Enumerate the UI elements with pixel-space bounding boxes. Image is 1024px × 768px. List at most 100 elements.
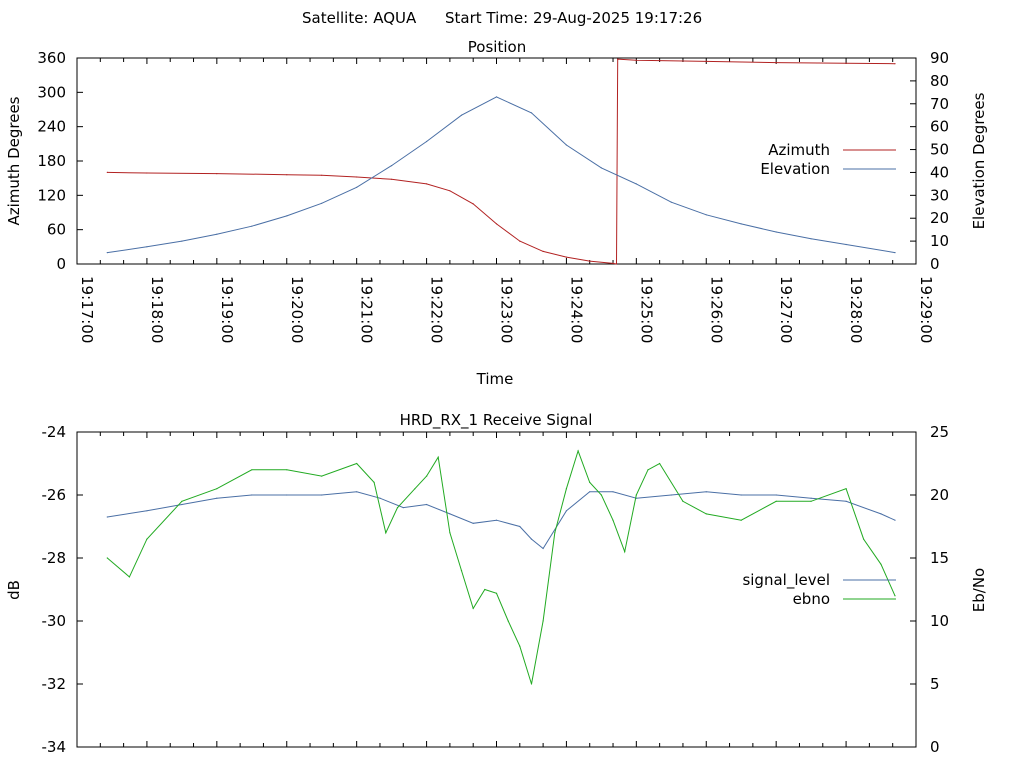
x-tick-label: 19:25:00 — [637, 276, 655, 343]
data-point-ebno — [589, 481, 591, 483]
position-y2label: Elevation Degrees — [970, 92, 988, 229]
y2-tick-label: 0 — [930, 738, 940, 756]
signal-y2label: Eb/No — [970, 568, 988, 612]
data-point-Azimuth — [615, 263, 618, 265]
data-point-Elevation — [705, 214, 707, 216]
y-tick-label: 360 — [37, 49, 66, 67]
data-point-Azimuth — [612, 262, 614, 264]
y2-tick-label: 30 — [930, 186, 949, 204]
data-point-Elevation — [391, 165, 393, 167]
data-point-signal_level — [472, 522, 474, 524]
data-point-signal_level — [775, 494, 777, 496]
data-point-Elevation — [740, 223, 742, 225]
data-point-Elevation — [530, 112, 533, 114]
y2-tick-label: 20 — [930, 209, 949, 227]
data-point-ebno — [414, 488, 416, 490]
data-point-signal_level — [542, 547, 544, 550]
data-point-Elevation — [495, 96, 498, 98]
data-point-Elevation — [845, 243, 847, 246]
data-point-ebno — [385, 532, 387, 534]
series-line-signal_level — [107, 491, 896, 550]
data-point-ebno — [460, 570, 463, 572]
data-point-ebno — [600, 494, 603, 496]
data-point-ebno — [894, 595, 896, 597]
y-tick-label: 0 — [56, 255, 66, 273]
y-tick-label: -26 — [42, 486, 67, 504]
legend-label-signal_level: signal_level — [742, 571, 830, 590]
y2-tick-label: 60 — [930, 118, 949, 136]
signal-ylabel: dB — [5, 580, 23, 600]
y-tick-label: -24 — [42, 423, 67, 441]
data-point-Azimuth — [542, 250, 544, 252]
data-point-ebno — [880, 563, 882, 565]
data-point-ebno — [542, 620, 544, 622]
legend-label-Elevation: Elevation — [760, 160, 830, 178]
data-point-Azimuth — [635, 59, 637, 61]
data-point-ebno — [863, 538, 865, 540]
data-point-Elevation — [251, 225, 253, 227]
x-tick-label: 19:27:00 — [777, 276, 795, 343]
data-point-signal_level — [321, 494, 323, 496]
data-point-Azimuth — [617, 58, 619, 60]
start-time-label: Start Time: 29-Aug-2025 19:17:26 — [445, 9, 702, 27]
position-xlabel: Time — [476, 370, 514, 388]
position-chart: Position 0 60 120 180 240 300 360 0 10 20 30 40 50 60… — [5, 38, 988, 388]
data-point-ebno — [775, 500, 777, 502]
x-tick-label: 19:21:00 — [358, 276, 376, 343]
data-point-Azimuth — [356, 176, 358, 178]
data-point-ebno — [181, 500, 183, 502]
data-point-ebno — [565, 488, 568, 490]
y2-tick-label: 20 — [930, 486, 949, 504]
data-point-signal_level — [146, 510, 148, 512]
data-point-signal_level — [495, 519, 498, 521]
data-point-Azimuth — [565, 256, 568, 258]
data-point-ebno — [286, 469, 288, 471]
data-point-Azimuth — [426, 183, 428, 185]
position-ticks: 0 60 120 180 240 300 360 0 10 20 30 40 50 60 70 80 90 19:… — [37, 49, 949, 343]
data-point-Elevation — [635, 183, 637, 185]
x-tick-label: 19:26:00 — [707, 276, 725, 343]
y2-tick-label: 80 — [930, 72, 949, 90]
data-point-ebno — [356, 462, 358, 465]
signal-plot-frame — [76, 431, 917, 748]
data-point-ebno — [146, 538, 148, 540]
data-point-signal_level — [845, 500, 847, 502]
y-tick-label: 60 — [47, 221, 66, 239]
data-point-ebno — [647, 469, 649, 471]
y2-tick-label: 10 — [930, 232, 949, 250]
data-point-Elevation — [460, 114, 463, 116]
data-point-ebno — [577, 450, 579, 452]
y-tick-label: -30 — [42, 612, 67, 630]
data-point-Elevation — [426, 140, 428, 143]
position-ylabel: Azimuth Degrees — [5, 96, 23, 225]
data-point-ebno — [321, 475, 323, 477]
satellite-label: Satellite: AQUA — [302, 9, 417, 27]
signal-chart-title: HRD_RX_1 Receive Signal — [400, 411, 593, 430]
data-point-ebno — [106, 557, 108, 559]
legend-label-Azimuth: Azimuth — [768, 141, 830, 159]
data-point-ebno — [472, 607, 474, 610]
data-point-ebno — [810, 500, 812, 502]
signal-chart: HRD_RX_1 Receive Signal -34-32-30-28-26-… — [5, 411, 988, 756]
data-point-Elevation — [810, 238, 812, 240]
data-point-ebno — [128, 576, 130, 578]
data-point-Azimuth — [391, 178, 393, 180]
data-point-signal_level — [810, 497, 812, 499]
y-tick-label: 180 — [37, 152, 66, 170]
data-point-Elevation — [565, 144, 568, 146]
data-point-signal_level — [589, 491, 591, 493]
data-point-ebno — [682, 500, 684, 502]
data-point-Azimuth — [146, 172, 148, 174]
y-tick-label: -34 — [42, 738, 67, 756]
data-point-ebno — [530, 683, 533, 685]
data-point-signal_level — [740, 494, 742, 496]
data-point-Elevation — [775, 231, 777, 233]
x-tick-label: 19:24:00 — [567, 276, 585, 343]
data-point-ebno — [484, 588, 486, 591]
data-point-Azimuth — [449, 190, 451, 192]
data-point-Azimuth — [589, 260, 591, 262]
data-point-Elevation — [181, 240, 183, 242]
data-point-ebno — [507, 620, 509, 622]
y2-tick-label: 70 — [930, 95, 949, 113]
data-point-Azimuth — [286, 174, 288, 176]
